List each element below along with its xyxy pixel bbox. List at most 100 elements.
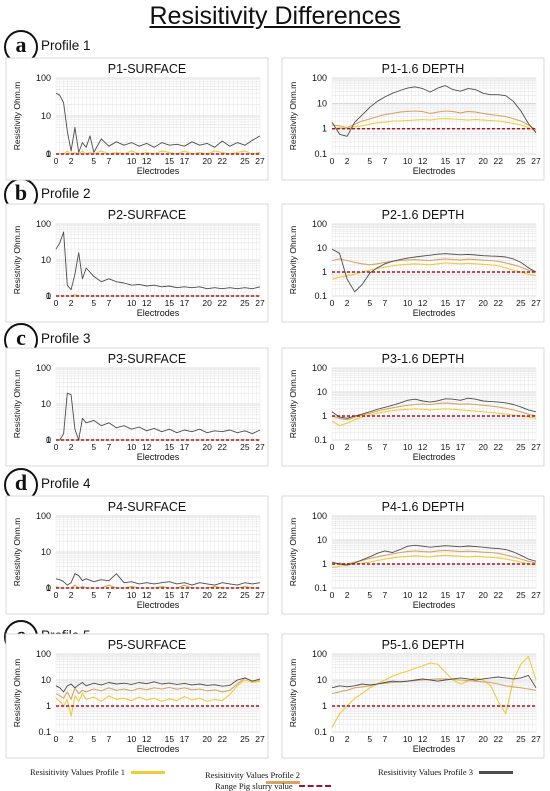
x-tick-label: 27 [255,156,265,166]
y-tick-label: 100 [36,649,51,659]
series-line-profile1 [55,679,261,717]
chart-title: P5-1.6 DEPTH [382,638,465,652]
y-tick-label: 1 [322,124,327,134]
x-tick-label: 5 [367,156,372,166]
y-tick-label: 0.1 [314,291,327,301]
x-tick-label: 5 [367,298,372,308]
x-tick-label: 15 [441,156,451,166]
page-title: Resisitivity Differences [149,2,401,30]
x-tick-label: 7 [383,734,388,744]
x-axis-label: Electrodes [413,166,456,176]
legend-label-profile2: Resisitivity Values Profile 2 [205,769,300,780]
y-tick-label: 1 [322,267,327,277]
x-axis-label: Electrodes [413,308,456,318]
y-tick-label: 10 [41,399,51,409]
y-tick-label: 10 [317,243,327,253]
x-tick-label: 17 [456,734,466,744]
y-axis-label: Resistivity Ohm.m [12,370,22,438]
x-tick-label: 12 [418,734,428,744]
x-tick-label: 25 [516,156,526,166]
x-tick-label: 0 [330,590,335,600]
x-tick-label: 5 [367,734,372,744]
x-tick-label: 0 [54,590,59,600]
y-tick-label: 1 [322,701,327,711]
x-tick-label: 10 [403,442,413,452]
x-tick-label: 15 [441,442,451,452]
x-tick-label: 0 [54,442,59,452]
series-line-profile2 [331,110,537,131]
x-tick-label: 17 [456,590,466,600]
legend-item-profile3: Resisitivity Values Profile 3 [378,767,513,777]
legend-swatch-profile1 [131,770,165,774]
x-axis-label: Electrodes [137,308,180,318]
series-line-profile1 [331,554,537,569]
y-axis-label: Resistivity Ohm.m [288,370,298,438]
y-tick-label: 0 [46,291,51,301]
x-tick-label: 17 [180,734,190,744]
x-axis-label: Electrodes [413,744,456,754]
x-tick-label: 22 [217,442,227,452]
x-tick-label: 10 [127,734,137,744]
y-axis-label: Resistivity Ohm.m [12,518,22,586]
legend-label-profile3: Resisitivity Values Profile 3 [378,767,473,777]
chart-title: P1-SURFACE [108,62,187,76]
x-tick-label: 25 [516,442,526,452]
x-tick-label: 20 [202,156,212,166]
y-tick-label: 100 [36,363,51,373]
y-tick-label: 1 [46,149,51,159]
series-line-profile3 [331,248,537,293]
y-tick-label: 100 [36,73,51,83]
y-tick-label: 10 [317,675,327,685]
x-tick-label: 10 [403,156,413,166]
y-axis-label: Resistivity Ohm.m [288,82,298,150]
x-tick-label: 17 [456,442,466,452]
x-tick-label: 5 [91,298,96,308]
y-tick-label: 10 [41,255,51,265]
x-tick-label: 25 [240,156,250,166]
series-line-profile2 [331,402,537,421]
x-tick-label: 27 [255,442,265,452]
x-tick-label: 20 [202,298,212,308]
x-tick-label: 15 [441,734,451,744]
x-tick-label: 22 [217,734,227,744]
chart-frame [281,633,545,759]
y-tick-label: 0.1 [314,435,327,445]
x-axis-label: Electrodes [137,600,180,610]
y-tick-label: 1 [46,701,51,711]
legend-item-profile2: Resisitivity Values Profile 2 [205,765,300,784]
x-axis-label: Electrodes [137,744,180,754]
x-tick-label: 15 [165,298,175,308]
y-axis-label: Resistivity Ohm.m [288,518,298,586]
series-line-profile3 [55,573,261,586]
series-line-profile3 [331,85,537,137]
x-tick-label: 22 [493,734,503,744]
x-tick-label: 7 [107,590,112,600]
x-tick-label: 10 [403,298,413,308]
y-tick-label: 100 [36,511,51,521]
x-tick-label: 27 [531,156,541,166]
x-tick-label: 2 [69,734,74,744]
x-tick-label: 0 [54,156,59,166]
x-tick-label: 27 [255,298,265,308]
row-label-3: Profile 3 [41,331,91,346]
x-tick-label: 17 [180,442,190,452]
y-tick-label: 10 [41,111,51,121]
x-tick-label: 10 [127,156,137,166]
legend-swatch-profile3 [479,770,513,774]
y-tick-label: 100 [312,219,327,229]
legend-label-profile1: Resisitivity Values Profile 1 [30,767,125,777]
series-line-profile3 [56,392,261,441]
x-tick-label: 12 [142,298,152,308]
x-tick-label: 20 [478,298,488,308]
y-tick-label: 1 [46,583,51,593]
series-line-profile1 [331,655,537,728]
x-tick-label: 5 [91,156,96,166]
x-tick-label: 0 [330,156,335,166]
x-tick-label: 7 [383,442,388,452]
x-tick-label: 7 [383,156,388,166]
